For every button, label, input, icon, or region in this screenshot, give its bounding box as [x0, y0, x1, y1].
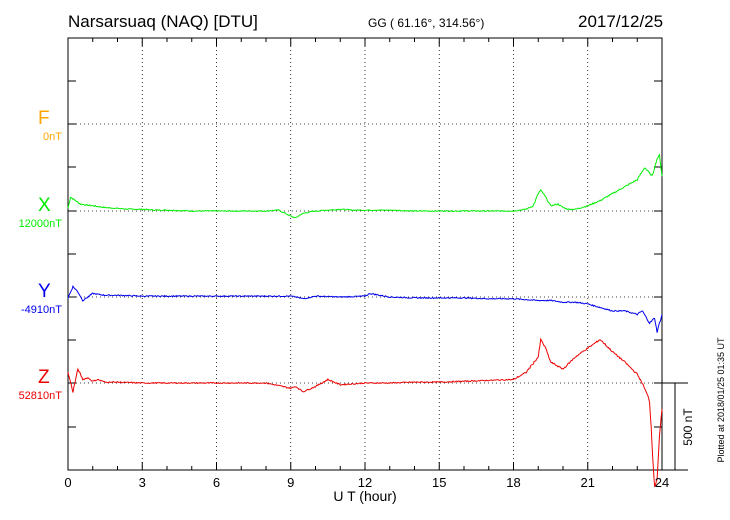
series-name-x: X: [38, 195, 51, 216]
baseline-z: 52810nT: [18, 390, 62, 402]
scale-bar-label: 500 nT: [681, 408, 695, 446]
x-tick-label-12: 12: [358, 475, 372, 490]
date-label: 2017/12/25: [578, 12, 664, 31]
station-title: Narsarsuaq (NAQ) [DTU]: [68, 12, 258, 31]
geographic-coordinates: GG ( 61.16°, 314.56°): [368, 16, 485, 30]
x-tick-labels: 0 3 6 9 12 15 18 21 24: [64, 475, 669, 490]
x-tick-label-3: 3: [139, 475, 146, 490]
x-axis-label: U T (hour): [333, 488, 396, 504]
plotted-timestamp: Plotted at 2018/01/25 01:35 UT: [716, 337, 726, 463]
series-traces: [67, 153, 663, 487]
x-tick-label-18: 18: [506, 475, 520, 490]
x-tick-label-0: 0: [64, 475, 71, 490]
series-name-z: Z: [38, 367, 50, 388]
x-tick-label-9: 9: [287, 475, 294, 490]
series-name-f: F: [38, 108, 50, 129]
series-line-x: [67, 153, 663, 219]
baseline-f: 0nT: [43, 131, 62, 143]
series-name-y: Y: [38, 281, 51, 302]
x-tick-label-6: 6: [213, 475, 220, 490]
series-line-z: [67, 337, 663, 487]
baseline-y: -4910nT: [21, 304, 62, 316]
axis-ticks: [67, 38, 663, 470]
x-tick-label-24: 24: [655, 475, 669, 490]
x-tick-label-21: 21: [581, 475, 595, 490]
series-line-y: [67, 285, 663, 333]
baseline-x: 12000nT: [18, 218, 62, 230]
x-tick-label-15: 15: [432, 475, 446, 490]
scale-bar: 500 nT: [662, 382, 695, 471]
